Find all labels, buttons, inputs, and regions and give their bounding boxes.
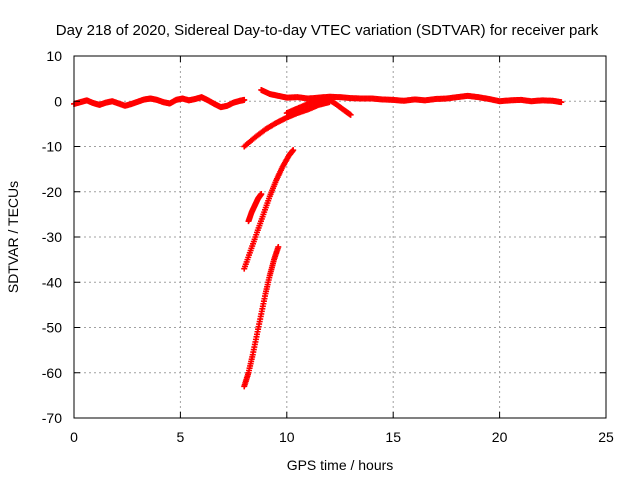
- x-tick-label: 20: [492, 429, 508, 445]
- series-deep-arc-E: [241, 243, 282, 390]
- y-tick-label: -40: [42, 274, 62, 290]
- series-hump-B: [283, 95, 354, 118]
- data-series: [71, 86, 565, 390]
- axis-ticks: 0 5 10 15 20 25 10 0 -10 -20 -30 -40 -50 -60 -70: [42, 48, 614, 445]
- data-point: [241, 96, 248, 103]
- data-point: [258, 191, 265, 198]
- y-tick-label: -30: [42, 229, 62, 245]
- x-tick-label: 0: [70, 429, 78, 445]
- data-point: [347, 111, 354, 118]
- y-tick-label: -10: [42, 139, 62, 155]
- series-rising-arc-A: [241, 99, 333, 150]
- data-point: [290, 147, 297, 154]
- y-tick-label: -50: [42, 320, 62, 336]
- x-tick-label: 15: [385, 429, 401, 445]
- series-short-segment-D: [245, 191, 265, 225]
- y-tick-label: -70: [42, 410, 62, 426]
- series-near-zero-arc-1: [71, 94, 248, 111]
- y-tick-label: -20: [42, 184, 62, 200]
- x-tick-label: 25: [598, 429, 614, 445]
- series-steep-arc-C: [241, 147, 297, 272]
- x-axis-label: GPS time / hours: [287, 457, 394, 473]
- x-tick-label: 10: [279, 429, 295, 445]
- data-point: [275, 243, 282, 250]
- y-tick-label: -60: [42, 365, 62, 381]
- y-tick-label: 10: [46, 48, 62, 64]
- chart-title: Day 218 of 2020, Sidereal Day-to-day VTE…: [56, 22, 599, 39]
- x-tick-label: 5: [177, 429, 185, 445]
- y-tick-label: 0: [54, 93, 62, 109]
- y-axis-label: SDTVAR / TECUs: [5, 181, 21, 293]
- data-point: [558, 99, 565, 106]
